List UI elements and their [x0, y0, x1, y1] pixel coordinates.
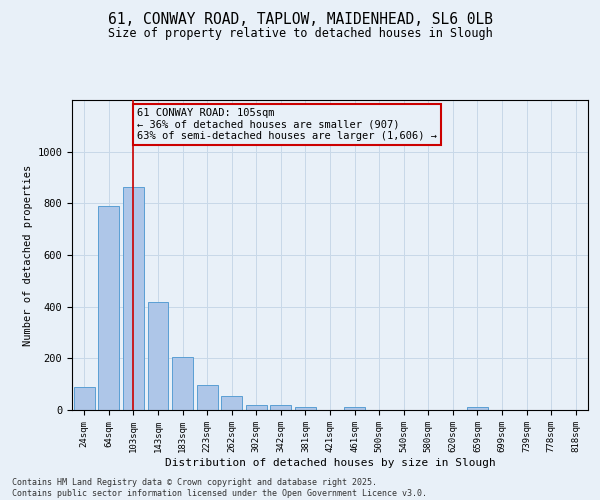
Bar: [172, 357, 193, 410]
Bar: [148, 302, 169, 410]
Bar: [74, 387, 95, 410]
Bar: [271, 406, 292, 410]
Bar: [197, 386, 218, 410]
Text: 61, CONWAY ROAD, TAPLOW, MAIDENHEAD, SL6 0LB: 61, CONWAY ROAD, TAPLOW, MAIDENHEAD, SL6…: [107, 12, 493, 28]
Bar: [221, 396, 242, 410]
Bar: [246, 405, 267, 410]
Text: Contains HM Land Registry data © Crown copyright and database right 2025.
Contai: Contains HM Land Registry data © Crown c…: [12, 478, 427, 498]
Text: 61 CONWAY ROAD: 105sqm
← 36% of detached houses are smaller (907)
63% of semi-de: 61 CONWAY ROAD: 105sqm ← 36% of detached…: [137, 108, 437, 141]
Bar: [98, 206, 119, 410]
Y-axis label: Number of detached properties: Number of detached properties: [23, 164, 33, 346]
Bar: [344, 408, 365, 410]
X-axis label: Distribution of detached houses by size in Slough: Distribution of detached houses by size …: [164, 458, 496, 468]
Bar: [123, 186, 144, 410]
Bar: [467, 408, 488, 410]
Bar: [295, 408, 316, 410]
Text: Size of property relative to detached houses in Slough: Size of property relative to detached ho…: [107, 28, 493, 40]
